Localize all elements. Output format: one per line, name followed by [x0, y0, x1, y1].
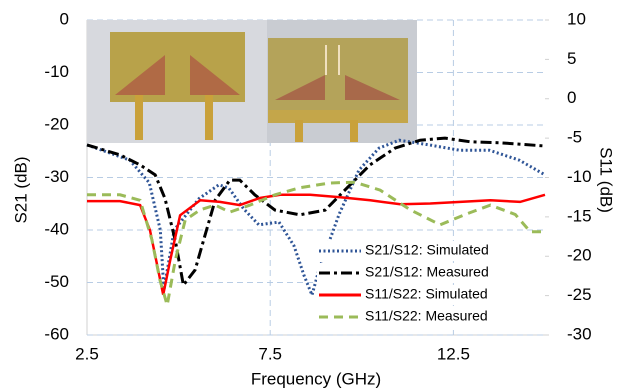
legend-label: S21/S12: Measured: [365, 264, 489, 280]
y-tick-label: -60: [44, 324, 69, 343]
y2-axis-label: S11 (dB): [597, 147, 616, 213]
legend-label: S11/S22: Simulated: [365, 286, 488, 302]
y2-tick-label: 5: [567, 49, 576, 68]
y-tick-label: -30: [44, 167, 69, 186]
y2-tick-label: -20: [567, 246, 592, 265]
y-tick-label: -10: [44, 62, 69, 81]
photo: [87, 20, 417, 143]
y-tick-label: -40: [44, 219, 69, 238]
y-tick-label: -50: [44, 272, 69, 291]
y2-tick-label: 10: [567, 9, 586, 28]
y-axis-label: S21 (dB): [11, 156, 30, 223]
y2-tick-label: -5: [567, 128, 582, 147]
chart: S21 (dB) S11 (dB) Frequency (GHz) -60-50…: [0, 0, 621, 390]
y2-tick-label: -30: [567, 324, 592, 343]
y-tick-label: 0: [60, 9, 69, 28]
x-tick-label: 12.5: [437, 344, 470, 363]
y2-tick-label: 0: [567, 88, 576, 107]
y-tick-label: -20: [44, 114, 69, 133]
x-tick-label: 2.5: [75, 344, 99, 363]
x-axis-label: Frequency (GHz): [251, 369, 381, 388]
legend-label: S11/S22: Measured: [365, 308, 488, 324]
x-tick-label: 7.5: [258, 344, 282, 363]
y2-tick-label: -10: [567, 167, 592, 186]
y2-tick-label: -15: [567, 206, 592, 225]
legend-label: S21/S12: Simulated: [365, 242, 489, 258]
y2-tick-label: -25: [567, 285, 592, 304]
legend: S21/S12: Simulated S21/S12: Measured S11/S…: [317, 241, 543, 327]
